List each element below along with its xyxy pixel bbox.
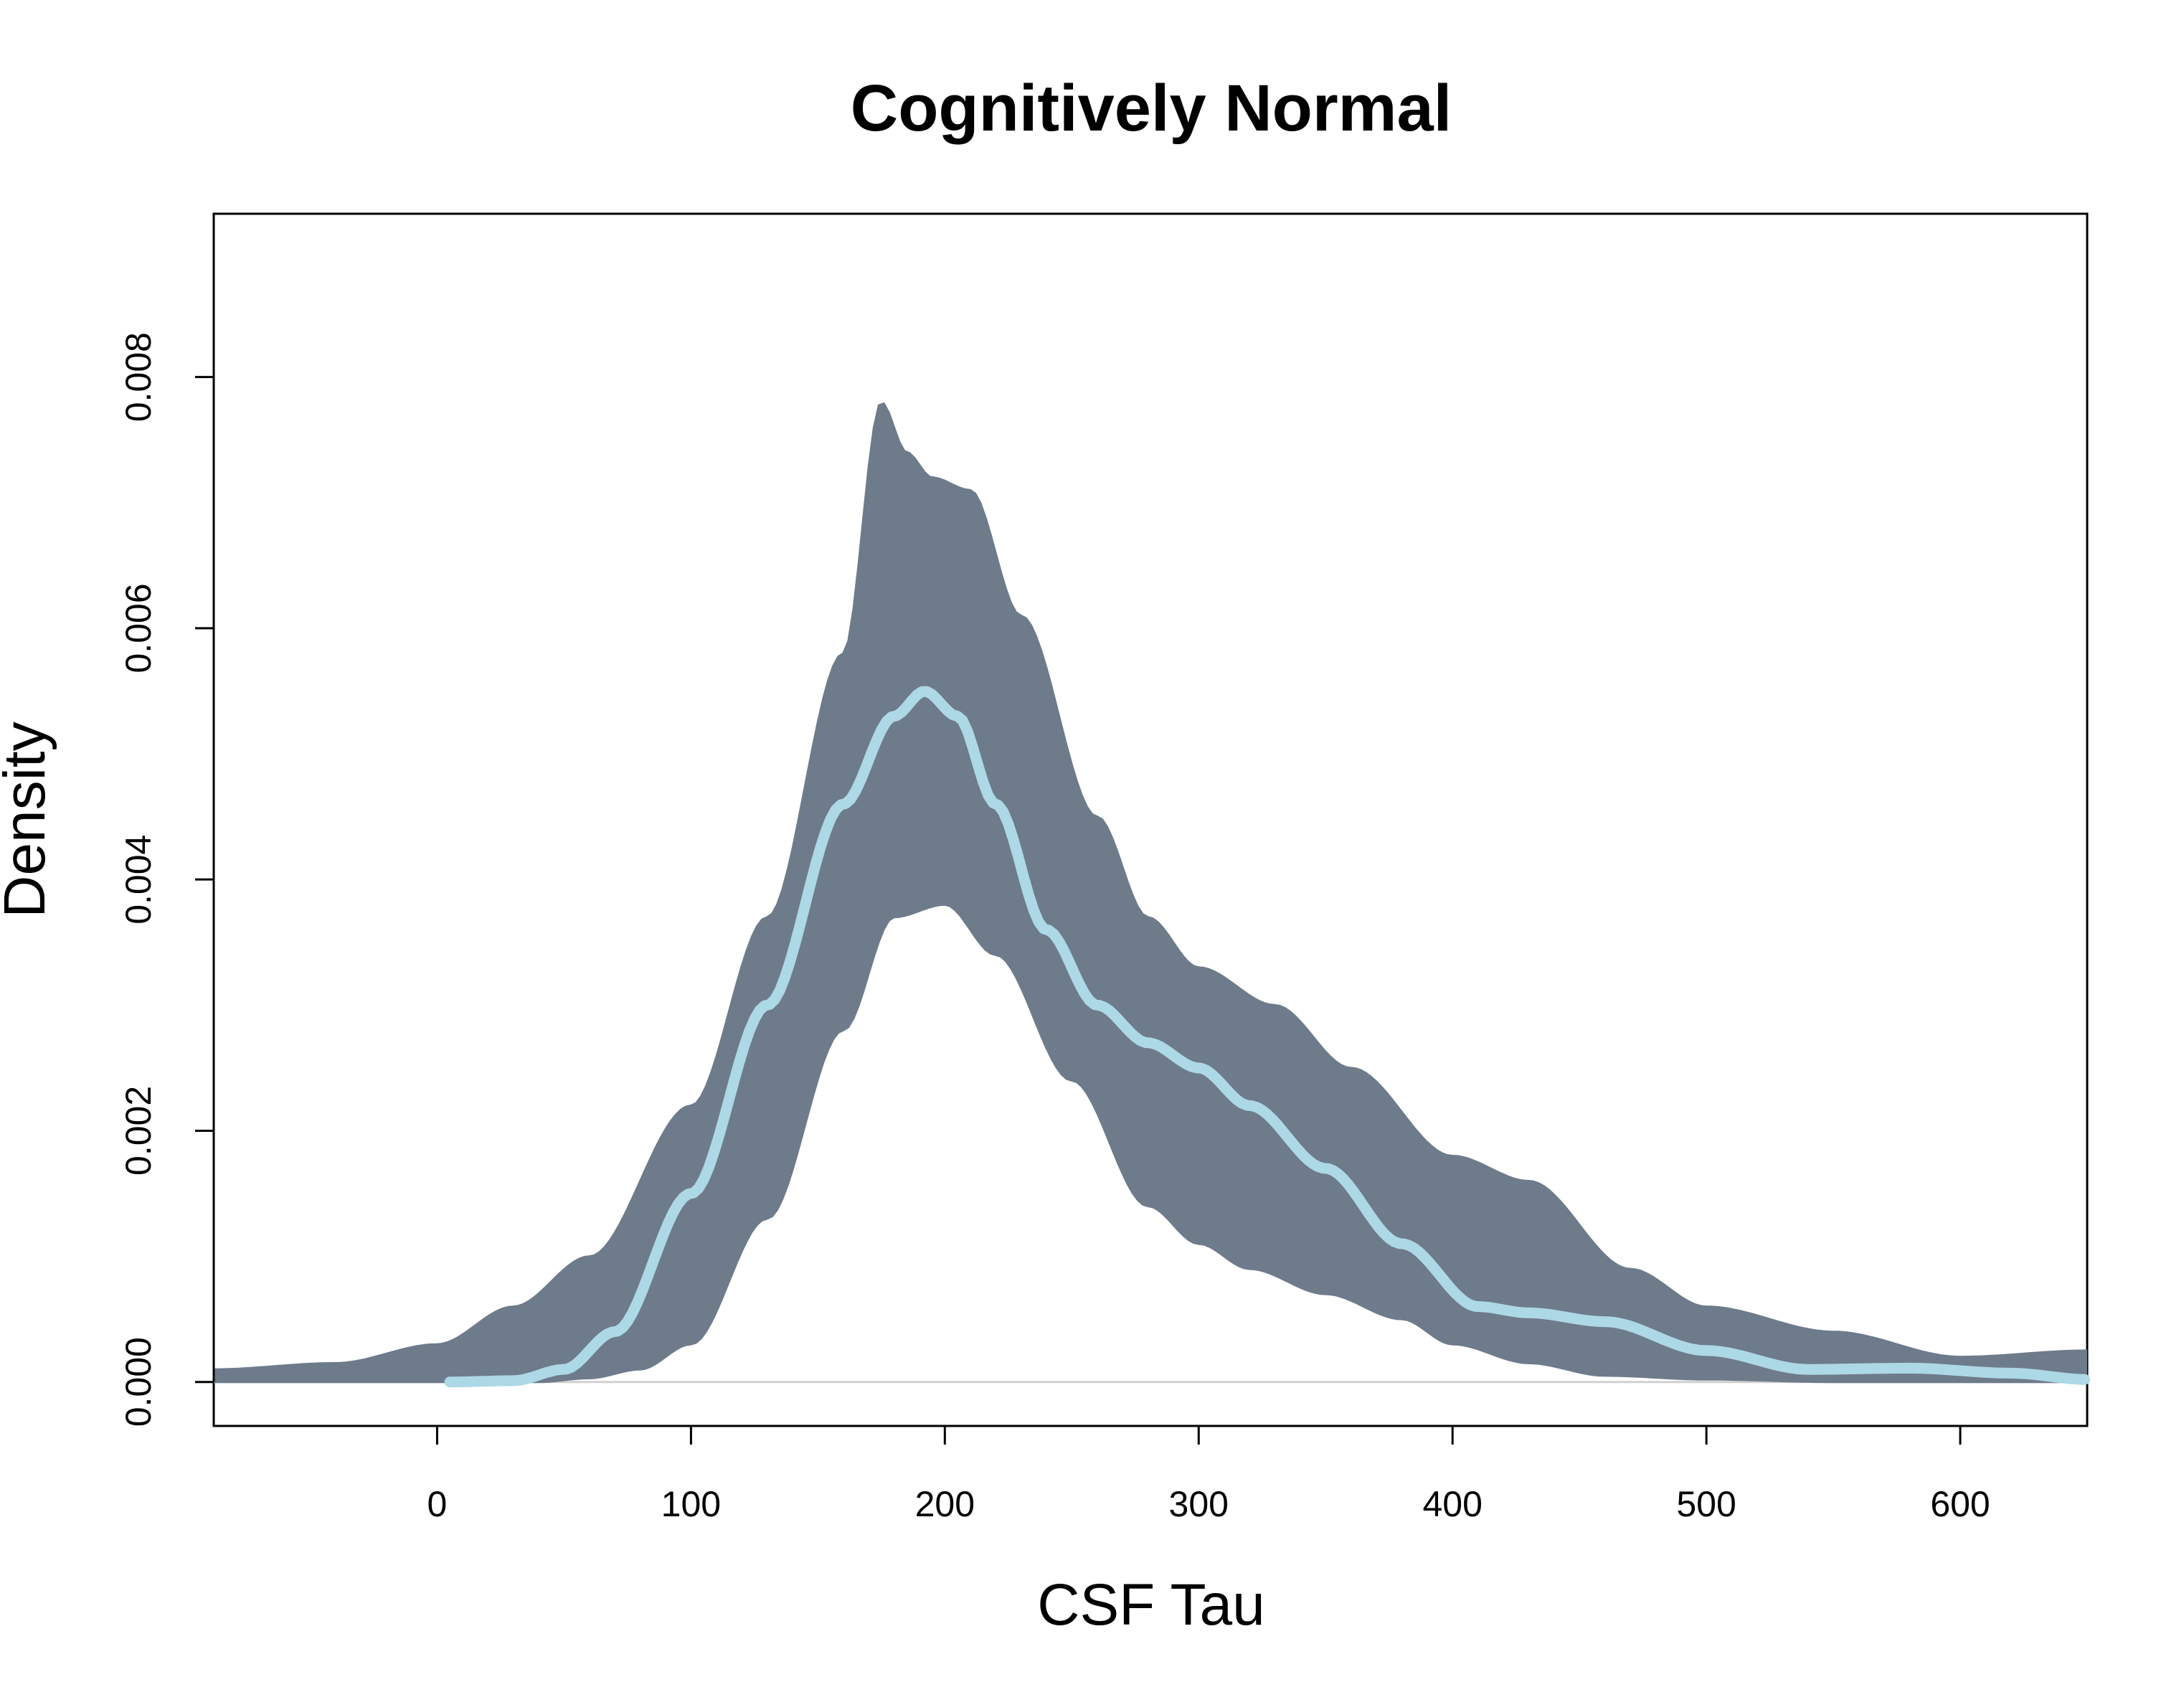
y-tick-label: 0.008: [118, 332, 159, 422]
x-tick-label: 200: [915, 1484, 975, 1524]
x-tick-label: 0: [427, 1484, 448, 1524]
y-tick-label: 0.002: [118, 1086, 159, 1176]
series-layer: [213, 402, 2090, 1388]
y-tick-label: 0.006: [118, 583, 159, 673]
y-axis: 0.000 0.002 0.004 0.006 0.008: [118, 332, 215, 1427]
chart-title: Cognitively Normal: [851, 72, 1452, 145]
x-axis: 0 100 200 300 400 500 600: [427, 1424, 1990, 1524]
x-tick-label: 300: [1169, 1484, 1229, 1524]
mean-density-line: [444, 686, 2090, 1388]
x-tick-label: 400: [1422, 1484, 1482, 1524]
x-tick-label: 500: [1676, 1484, 1736, 1524]
x-tick-label: 100: [661, 1484, 721, 1524]
y-tick-label: 0.000: [118, 1337, 159, 1427]
x-tick-label: 600: [1930, 1484, 1990, 1524]
y-tick-label: 0.004: [118, 835, 159, 925]
bootstrap-density-band: [214, 403, 2087, 1382]
y-axis-label: Density: [0, 722, 57, 917]
bootstrap-upper-envelope-line: [213, 402, 2088, 1371]
x-axis-label: CSF Tau: [1037, 1572, 1265, 1638]
